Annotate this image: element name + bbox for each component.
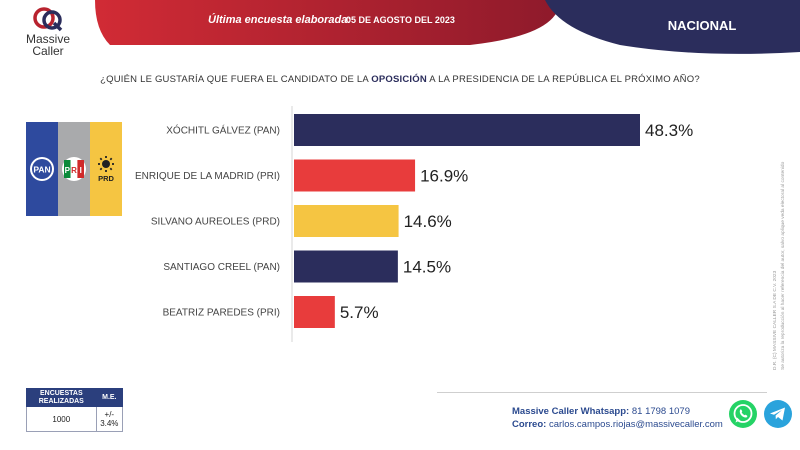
category-label-enrique-de-la-madrid-pri: ENRIQUE DE LA MADRID (PRI) [135,171,280,182]
value-label-xochitl-galvez-pan: 48.3% [645,121,693,140]
footer-divider [437,392,767,393]
opposition-party-logos: PAN P R I PRD [26,122,122,216]
stats-header-count: ENCUESTAS REALIZADAS [26,388,97,407]
prd-logo-text: PRD [98,174,114,183]
stats-count: 1000 [26,406,97,432]
pri-letter-i: I [80,166,82,175]
pri-letter-p: P [65,166,71,175]
survey-stats-table: ENCUESTAS REALIZADAS M.E. 1000 +/- 3.4% [26,388,124,432]
category-label-santiago-creel-pan: SANTIAGO CREEL (PAN) [163,262,280,273]
value-label-santiago-creel-pan: 14.5% [403,258,451,277]
copyright-note: D.R. (C) MASSIVE CALLER S.A DE C.V. 2023… [772,161,786,370]
category-label-xochitl-galvez-pan: XÓCHITL GÁLVEZ (PAN) [166,124,280,137]
bar-silvano-aureoles-prd [294,205,399,237]
bar-enrique-de-la-madrid-pri [294,159,416,192]
whatsapp-number[interactable]: 81 1798 1079 [631,406,690,417]
contact-info: Massive Caller Whatsapp: 81 1798 1079 Co… [512,405,723,431]
value-label-beatriz-paredes-pri: 5.7% [340,303,379,322]
copyright-line2: Se autoriza la reproducción al hacer ref… [780,161,786,370]
bar-xochitl-galvez-pan [294,114,640,146]
pri-logo-icon: P R I [62,157,86,181]
survey-date: 05 DE AGOSTO DEL 2023 [346,15,455,25]
stats-header-margin: M.E. [95,388,124,407]
whatsapp-icon[interactable] [728,399,758,429]
prd-stripe [90,122,122,216]
copyright-line1: D.R. (C) MASSIVE CALLER S.A DE C.V. 2023 [772,270,778,370]
email-address[interactable]: carlos.campos.riojas@massivecaller.com [548,419,723,430]
email-line: Correo: carlos.campos.riojas@massivecall… [512,418,723,431]
brand-logo: Massive Caller [18,6,78,64]
telegram-icon[interactable] [763,399,793,429]
survey-date-label: Última encuesta elaborada: [208,14,352,26]
pri-letter-r: R [71,166,77,175]
brand-mark-icon [33,7,63,32]
bar-beatriz-paredes-pri [294,296,335,328]
whatsapp-line: Massive Caller Whatsapp: 81 1798 1079 [512,405,723,418]
scope-label: NACIONAL [667,18,737,33]
bar-santiago-creel-pan [294,250,398,283]
category-label-silvano-aureoles-prd: SILVANO AUREOLES (PRD) [151,217,280,228]
whatsapp-label: Massive Caller Whatsapp: [512,406,630,417]
value-label-enrique-de-la-madrid-pri: 16.9% [420,167,468,186]
stats-margin: +/- 3.4% [95,406,124,432]
question-text-after: A LA PRESIDENCIA DE LA REPÚBLICA EL PRÓX… [426,74,700,85]
header-banner [95,0,800,54]
brand-name-line2: Caller [32,44,64,58]
pan-logo-icon: PAN [30,157,54,181]
prd-logo-icon: PRD [98,156,114,183]
question-highlight: OPOSICIÓN [371,74,427,85]
brand-name-line1: Massive [25,32,70,46]
pan-logo-text: PAN [33,165,50,175]
category-label-beatriz-paredes-pri: BEATRIZ PAREDES (PRI) [163,308,280,319]
survey-question: ¿QUIÉN LE GUSTARÍA QUE FUERA EL CANDIDAT… [0,74,800,85]
email-label: Correo: [512,419,547,430]
value-label-silvano-aureoles-prd: 14.6% [404,212,452,231]
question-text-before: ¿QUIÉN LE GUSTARÍA QUE FUERA EL CANDIDAT… [100,74,372,85]
